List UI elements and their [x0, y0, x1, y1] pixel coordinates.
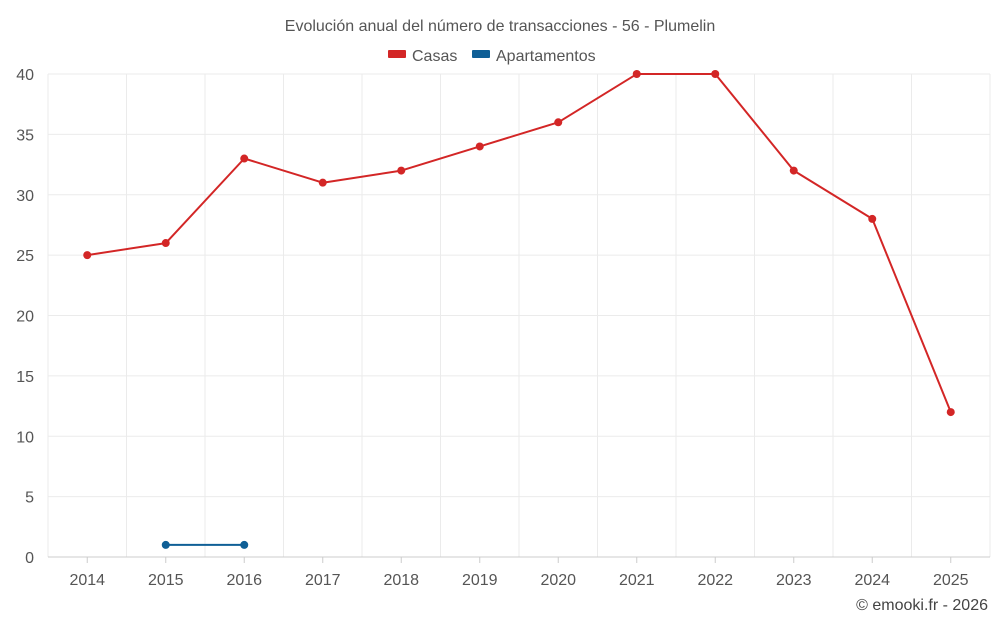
data-point-casas-2025	[946, 408, 955, 417]
series-layer	[83, 70, 955, 549]
x-tick-label: 2025	[933, 572, 969, 589]
x-tick-label: 2016	[226, 572, 262, 589]
legend: Casas Apartamentos	[388, 48, 596, 65]
grid	[47, 73, 991, 557]
y-tick-label: 10	[16, 429, 34, 446]
data-point-casas-2024	[868, 214, 877, 223]
data-point-casas-2017	[318, 178, 327, 187]
chart-title: Evolución anual del número de transaccio…	[285, 18, 715, 35]
legend-label-apartamentos: Apartamentos	[496, 48, 596, 65]
y-tick-label: 20	[16, 309, 34, 326]
x-axis: 2014 2015 2016 2017 2018 2019 2020 2021 2022 2023…	[48, 556, 990, 589]
data-point-casas-2021	[632, 70, 641, 78]
data-point-apartamentos-2016	[240, 540, 249, 549]
x-tick-label: 2014	[69, 572, 105, 589]
y-tick-label: 25	[16, 248, 34, 265]
y-tick-label: 40	[16, 67, 34, 84]
credit-text: © emooki.fr - 2026	[856, 597, 988, 614]
x-tick-label: 2019	[462, 572, 498, 589]
legend-swatch-apartamentos	[472, 50, 490, 58]
y-tick-label: 0	[25, 550, 34, 567]
x-tick-label: 2023	[776, 572, 812, 589]
data-point-casas-2022	[711, 70, 720, 78]
data-point-casas-2023	[789, 166, 798, 175]
x-tick-label: 2022	[697, 572, 733, 589]
y-tick-label: 30	[16, 188, 34, 205]
data-point-casas-2016	[240, 154, 249, 163]
data-point-apartamentos-2015	[161, 540, 170, 549]
x-tick-label: 2015	[148, 572, 184, 589]
data-point-casas-2019	[475, 142, 484, 151]
y-tick-label: 15	[16, 369, 34, 386]
series-line-casas	[87, 73, 952, 413]
x-tick-label: 2020	[540, 572, 576, 589]
x-tick-label: 2024	[854, 572, 890, 589]
legend-swatch-casas	[388, 50, 406, 58]
legend-label-casas: Casas	[412, 48, 457, 65]
x-tick-label: 2021	[619, 572, 655, 589]
data-point-casas-2014	[83, 251, 92, 260]
y-axis: 0 5 10 15 20 25 30 35 40	[16, 67, 34, 567]
x-tick-label: 2018	[383, 572, 419, 589]
x-tick-label: 2017	[305, 572, 341, 589]
data-point-casas-2020	[554, 118, 563, 127]
y-tick-label: 5	[25, 490, 34, 507]
data-point-casas-2018	[397, 166, 406, 175]
data-point-casas-2015	[161, 239, 170, 248]
y-tick-label: 35	[16, 127, 34, 144]
